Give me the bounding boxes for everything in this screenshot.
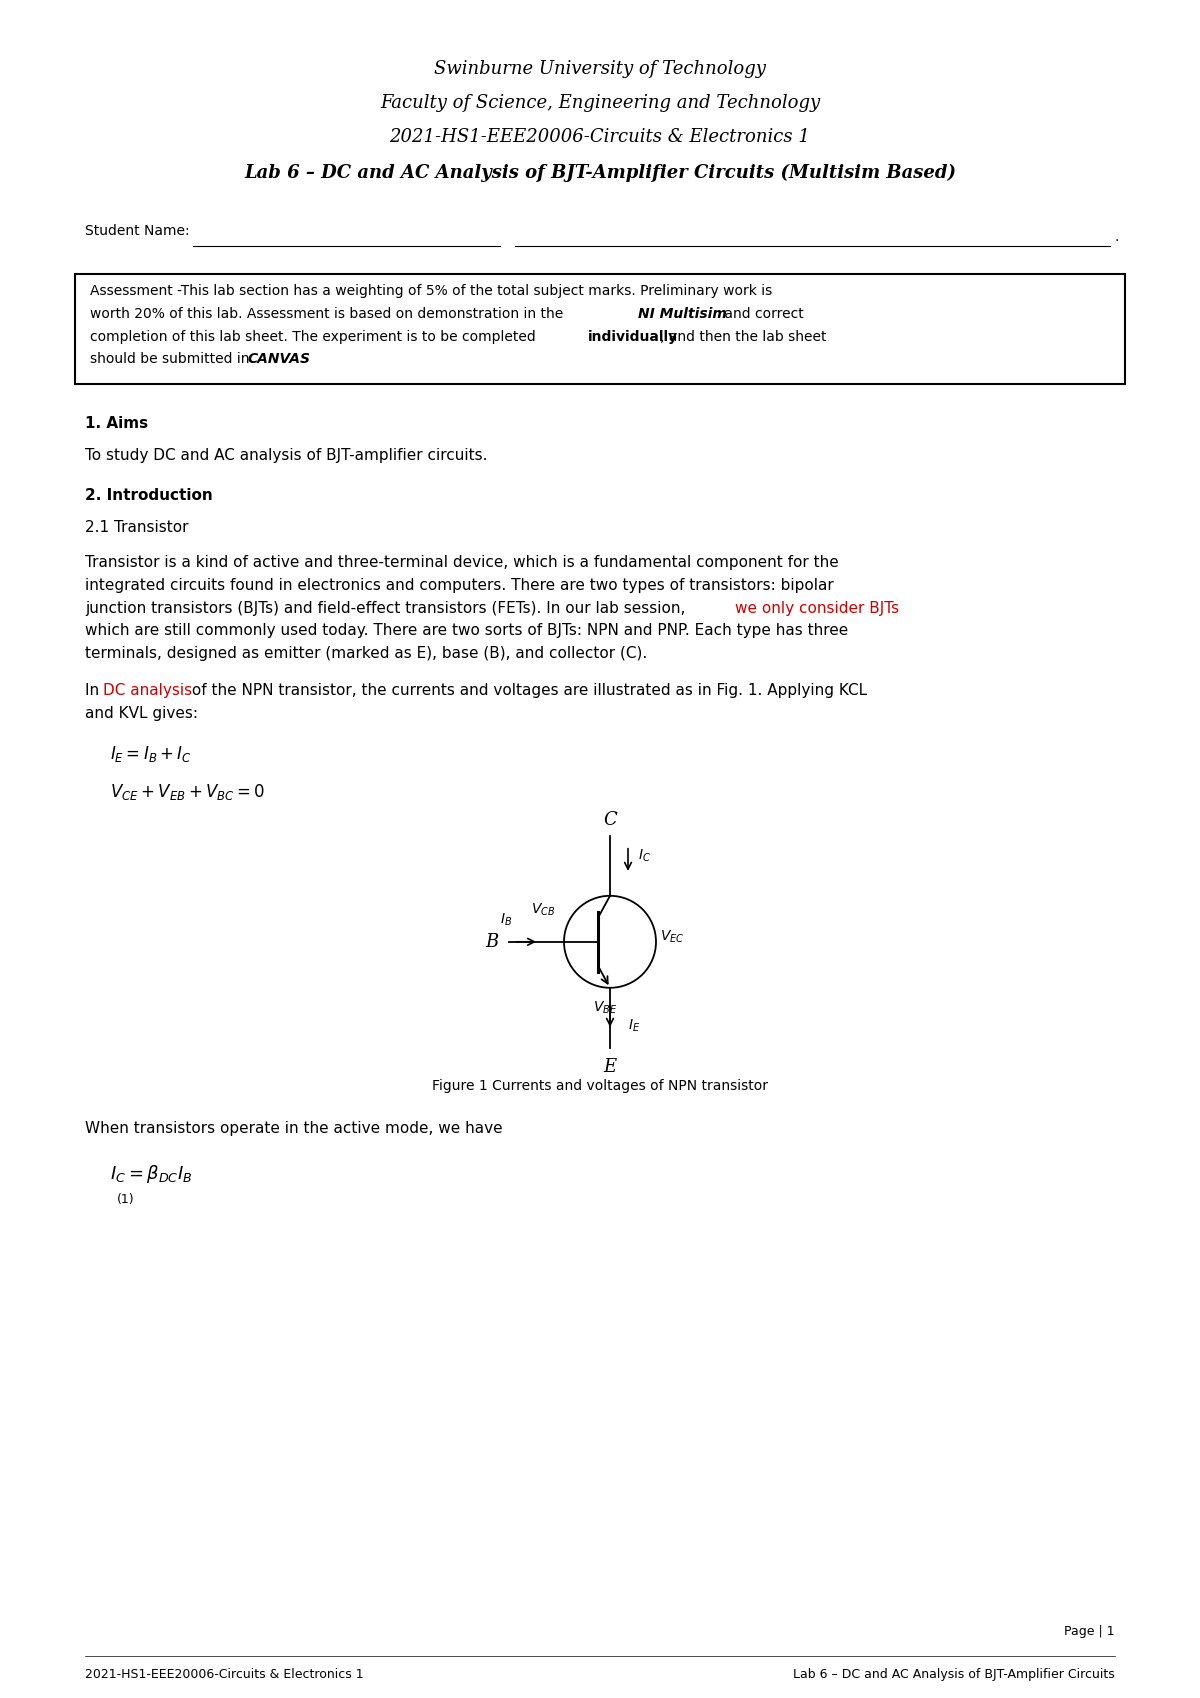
Text: (1): (1) [118,1192,134,1206]
Text: CANVAS: CANVAS [248,353,311,367]
Text: $V_{CE} + V_{EB} + V_{BC} = 0$: $V_{CE} + V_{EB} + V_{BC} = 0$ [110,781,265,801]
Text: 2021-HS1-EEE20006-Circuits & Electronics 1: 2021-HS1-EEE20006-Circuits & Electronics… [85,1667,364,1681]
Text: and KVL gives:: and KVL gives: [85,706,198,720]
Text: 2. Introduction: 2. Introduction [85,487,212,503]
Text: $I_C$: $I_C$ [638,847,650,864]
Text: completion of this lab sheet. The experiment is to be completed: completion of this lab sheet. The experi… [90,329,540,343]
Text: worth 20% of this lab. Assessment is based on demonstration in the: worth 20% of this lab. Assessment is bas… [90,307,568,321]
Text: When transistors operate in the active mode, we have: When transistors operate in the active m… [85,1121,503,1136]
Text: junction transistors (BJTs) and field-effect transistors (FETs). In our lab sess: junction transistors (BJTs) and field-ef… [85,601,690,616]
Text: Lab 6 – DC and AC Analysis of BJT-Amplifier Circuits: Lab 6 – DC and AC Analysis of BJT-Amplif… [793,1667,1115,1681]
Text: In: In [85,683,104,698]
Text: $I_E$: $I_E$ [628,1017,641,1034]
Bar [74,273,1126,384]
Text: should be submitted in: should be submitted in [90,353,254,367]
Text: 2021-HS1-EEE20006-Circuits & Electronics 1: 2021-HS1-EEE20006-Circuits & Electronics… [390,127,810,146]
Text: Lab 6 – DC and AC Analysis of BJT-Amplifier Circuits (Multisim Based): Lab 6 – DC and AC Analysis of BJT-Amplif… [244,165,956,182]
Text: B: B [486,932,499,951]
Text: 2.1 Transistor: 2.1 Transistor [85,520,188,535]
Text: Figure 1 Currents and voltages of NPN transistor: Figure 1 Currents and voltages of NPN tr… [432,1078,768,1094]
Text: $V_{EC}$: $V_{EC}$ [660,929,684,946]
Text: Faculty of Science, Engineering and Technology: Faculty of Science, Engineering and Tech… [380,93,820,112]
Text: we only consider BJTs: we only consider BJTs [734,601,899,616]
Text: Student Name:: Student Name: [85,224,190,238]
Text: , and then the lab sheet: , and then the lab sheet [660,329,827,343]
Text: $V_{BE}$: $V_{BE}$ [593,1000,617,1015]
Text: 1. Aims: 1. Aims [85,416,148,431]
Text: DC analysis: DC analysis [103,683,192,698]
Text: E: E [604,1058,617,1077]
Text: Assessment -This lab section has a weighting of 5% of the total subject marks. P: Assessment -This lab section has a weigh… [90,284,773,299]
Text: Transistor is a kind of active and three-terminal device, which is a fundamental: Transistor is a kind of active and three… [85,555,839,571]
Text: individually: individually [588,329,678,343]
Text: .: . [300,353,305,367]
Text: NI Multisim: NI Multisim [638,307,727,321]
Text: C: C [604,812,617,829]
Text: To study DC and AC analysis of BJT-amplifier circuits.: To study DC and AC analysis of BJT-ampli… [85,448,487,464]
Text: $I_C = \beta_{DC} I_B$: $I_C = \beta_{DC} I_B$ [110,1163,192,1185]
Text: Swinburne University of Technology: Swinburne University of Technology [434,59,766,78]
Text: .: . [1115,229,1120,245]
Text: and correct: and correct [720,307,804,321]
Text: Page | 1: Page | 1 [1064,1625,1115,1639]
Text: integrated circuits found in electronics and computers. There are two types of t: integrated circuits found in electronics… [85,577,834,593]
Text: of the NPN transistor, the currents and voltages are illustrated as in Fig. 1. A: of the NPN transistor, the currents and … [187,683,868,698]
Text: $I_E = I_B + I_C$: $I_E = I_B + I_C$ [110,744,192,764]
Text: terminals, designed as emitter (marked as E), base (B), and collector (C).: terminals, designed as emitter (marked a… [85,647,647,661]
Text: $I_B$: $I_B$ [500,912,512,927]
Text: which are still commonly used today. There are two sorts of BJTs: NPN and PNP. E: which are still commonly used today. The… [85,623,848,638]
Text: $V_{CB}$: $V_{CB}$ [530,902,554,919]
